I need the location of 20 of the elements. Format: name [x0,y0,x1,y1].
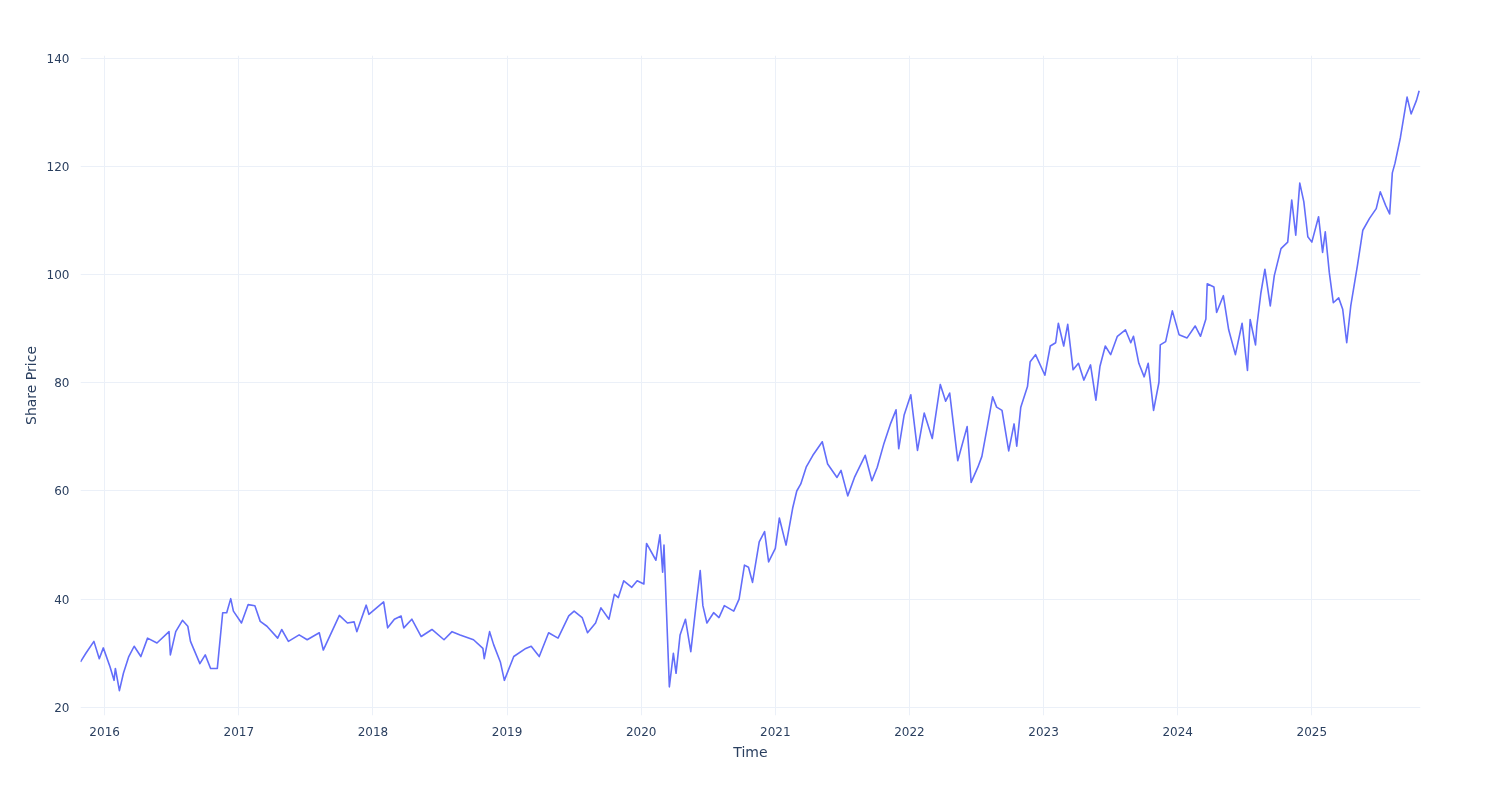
y-tick-label: 40 [54,592,70,607]
y-tick-label: 140 [46,51,70,66]
x-tick-label: 2020 [625,724,657,739]
y-tick-label: 60 [54,484,70,499]
y-tick-label: 20 [54,700,70,715]
x-tick-label: 2017 [223,724,255,739]
y-tick-label: 80 [54,376,70,391]
x-tick-label: 2023 [1028,724,1059,739]
y-axis-title: Share Price [22,345,39,425]
x-axis-title: Time [732,743,768,760]
x-tick-label: 2019 [491,724,523,739]
line-series [80,89,1420,692]
x-tick-label: 2021 [760,724,791,739]
x-tick-label: 2022 [894,724,925,739]
y-tick-label: 120 [46,159,70,174]
x-tick-label: 2024 [1162,724,1193,739]
x-tick-label: 2025 [1296,724,1328,739]
x-tick-label: 2018 [357,724,389,739]
x-tick-label: 2016 [89,724,120,739]
y-tick-label: 100 [46,268,70,283]
